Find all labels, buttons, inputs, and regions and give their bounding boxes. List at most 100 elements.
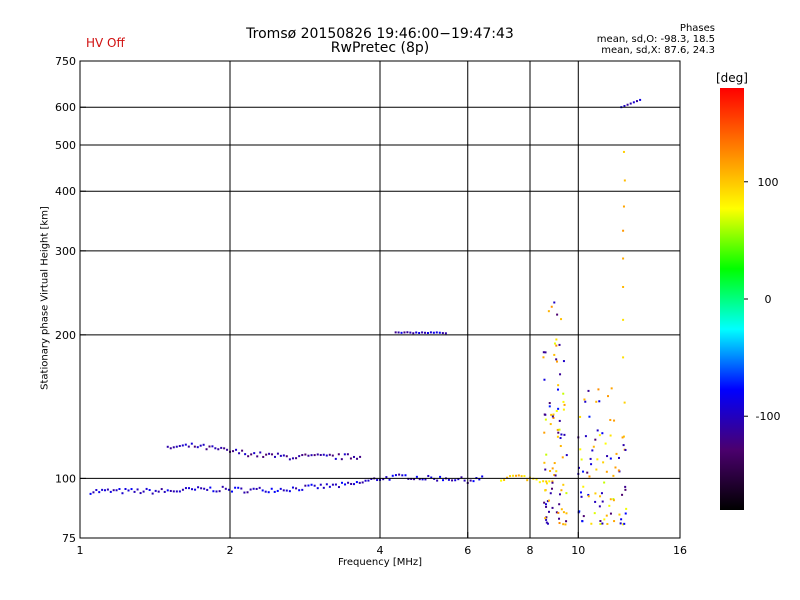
data-point (579, 415, 582, 418)
data-point (565, 520, 568, 523)
data-point (337, 486, 340, 489)
data-point (556, 428, 559, 431)
data-point (322, 486, 325, 489)
data-point (358, 481, 361, 484)
data-point (605, 470, 608, 473)
data-point (442, 479, 445, 482)
data-point (543, 431, 546, 434)
data-point (599, 495, 602, 498)
data-point (215, 490, 218, 493)
data-point (555, 338, 558, 341)
data-point (270, 487, 273, 490)
data-point (447, 478, 450, 481)
x-tick-label: 16 (673, 544, 687, 557)
data-point (613, 520, 616, 523)
data-point (273, 455, 276, 458)
data-point (337, 453, 340, 456)
data-point (553, 473, 556, 476)
data-point (262, 455, 265, 458)
data-point (298, 455, 301, 458)
data-point (617, 456, 620, 459)
data-point (558, 517, 561, 520)
data-point (391, 474, 394, 477)
data-point (626, 103, 629, 106)
data-point (157, 490, 160, 493)
data-point (548, 499, 551, 502)
data-point (624, 485, 627, 488)
data-point (551, 481, 554, 484)
data-point (331, 483, 334, 486)
data-point (435, 331, 438, 334)
data-point (261, 489, 264, 492)
data-point (276, 489, 279, 492)
data-point (343, 453, 346, 456)
data-point (244, 453, 247, 456)
data-point (561, 456, 564, 459)
data-point (334, 457, 337, 460)
data-point (301, 454, 304, 457)
data-point (596, 429, 599, 432)
y-tick-label: 300 (55, 245, 76, 258)
data-point (601, 432, 604, 435)
data-point (352, 483, 355, 486)
data-point (295, 487, 298, 490)
y-tick-label: 200 (55, 329, 76, 342)
data-point (506, 476, 509, 479)
data-point (624, 488, 627, 491)
data-point (553, 462, 556, 465)
data-point (264, 490, 267, 493)
data-point (382, 478, 385, 481)
data-point (282, 454, 285, 457)
data-point (145, 487, 148, 490)
data-point (224, 487, 227, 490)
data-point (562, 511, 565, 514)
data-point (563, 433, 566, 436)
data-point (587, 493, 590, 496)
data-point (285, 489, 288, 492)
data-point (394, 331, 397, 334)
data-point (172, 490, 175, 493)
data-point (346, 453, 349, 456)
phases-stats-title: Phases (679, 23, 715, 34)
data-point (562, 360, 565, 363)
axes: 1 2 4 6 8 10 16 75 100 200 300 400 500 600 750 (55, 55, 687, 557)
data-point (199, 444, 202, 447)
data-point (325, 483, 328, 486)
data-point (203, 487, 206, 490)
data-point (622, 523, 625, 526)
data-point (555, 511, 558, 514)
data-point (589, 457, 592, 460)
data-point (557, 388, 560, 391)
data-point (556, 435, 559, 438)
data-point (565, 512, 568, 515)
data-point (564, 523, 567, 526)
data-point (463, 479, 466, 482)
data-point (265, 453, 268, 456)
data-point (605, 514, 608, 517)
data-point (623, 522, 626, 525)
data-point (249, 488, 252, 491)
data-point (538, 481, 541, 484)
data-point (190, 442, 193, 445)
data-point (169, 489, 172, 492)
data-point (601, 522, 604, 525)
data-point (347, 481, 350, 484)
phases-stats-x: mean, sd,X: 87.6, 24.3 (601, 45, 715, 56)
data-point (559, 373, 562, 376)
data-point (612, 499, 615, 502)
data-point (581, 520, 584, 523)
data-point (503, 479, 506, 482)
data-point (184, 443, 187, 446)
data-point (609, 498, 612, 501)
data-point (565, 454, 568, 457)
data-point (258, 486, 261, 489)
data-point (500, 479, 503, 482)
data-point (295, 457, 298, 460)
data-point (599, 520, 602, 523)
data-point (256, 455, 259, 458)
data-point (577, 466, 580, 469)
data-point (599, 522, 602, 525)
data-point (551, 415, 554, 418)
data-point (604, 442, 607, 445)
data-point (193, 445, 196, 448)
